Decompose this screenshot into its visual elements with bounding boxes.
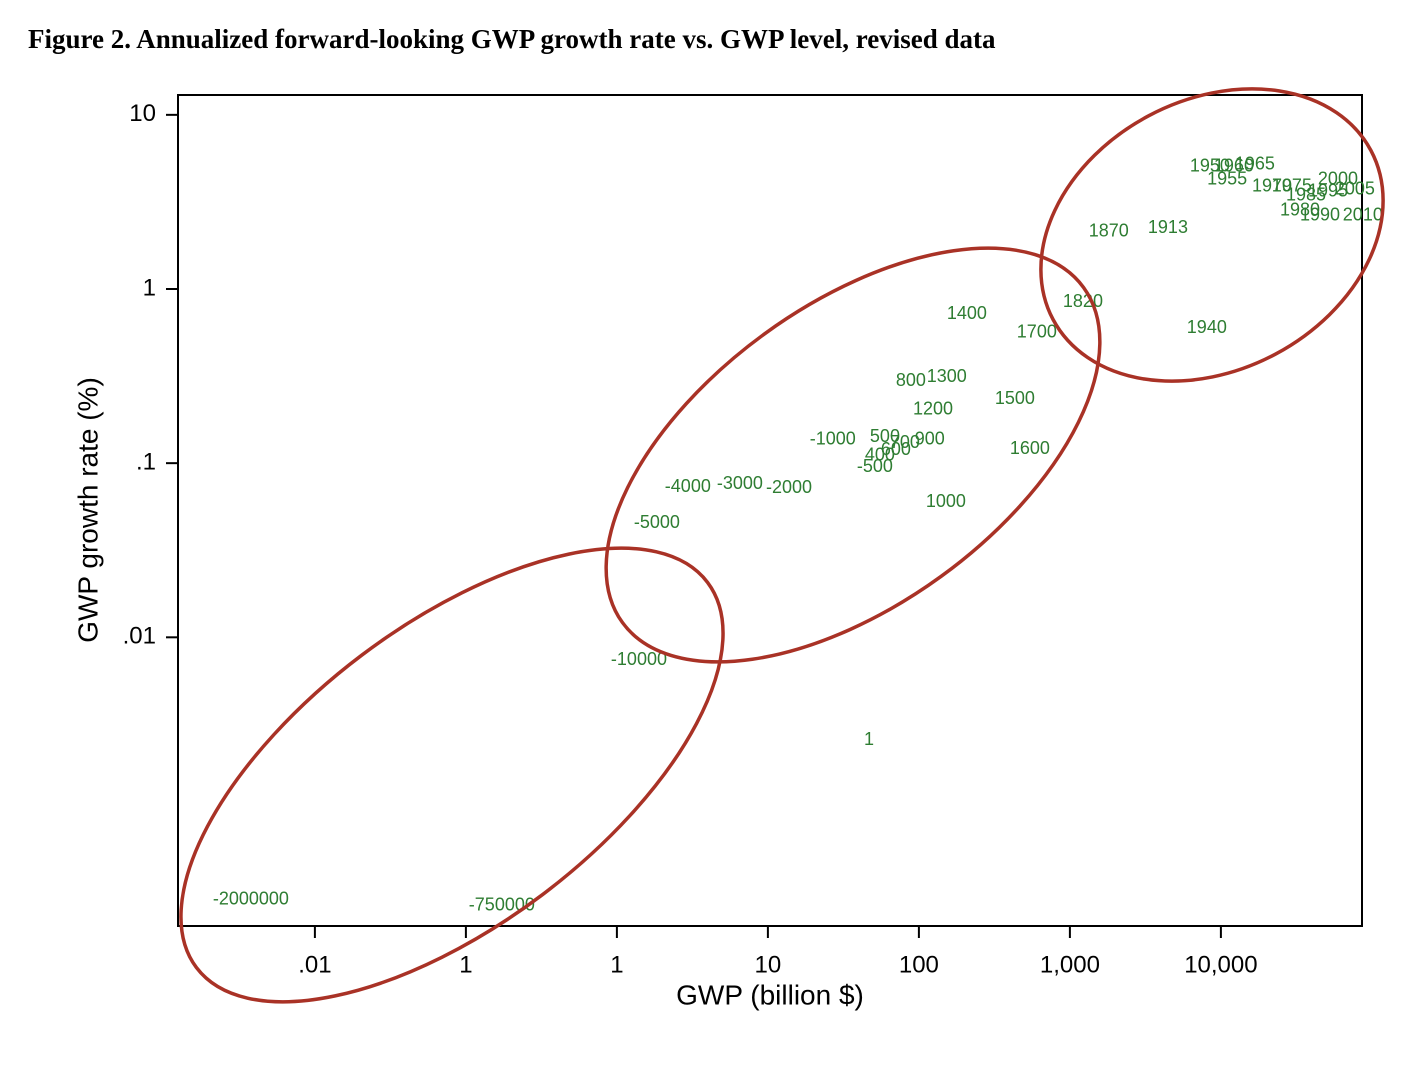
point-label: 1970 (1252, 176, 1292, 196)
annotation-ellipses (179, 87, 1385, 1004)
annotation-ellipse (1039, 87, 1385, 383)
point-label: 1960 (1214, 156, 1254, 176)
x-tick-label: 1,000 (1040, 951, 1100, 978)
x-axis-label: GWP (billion $) (676, 979, 864, 1010)
point-label: 2005 (1335, 179, 1375, 199)
point-label: 1870 (1089, 221, 1129, 241)
point-label: 500 (870, 426, 900, 446)
annotation-ellipse (179, 546, 725, 1004)
point-label: 1200 (913, 399, 953, 419)
x-tick-label: 10 (755, 951, 782, 978)
point-label: 900 (915, 429, 945, 449)
point-label: -2000000 (213, 888, 289, 908)
point-label: 1975 (1272, 176, 1312, 196)
point-label: 1500 (995, 388, 1035, 408)
point-label: -500 (857, 456, 893, 476)
y-tick-label: 1 (143, 274, 156, 301)
plot-frame (177, 94, 1363, 927)
point-label: 1820 (1063, 291, 1103, 311)
point-label: 800 (896, 370, 926, 390)
point-label: 1990 (1300, 205, 1340, 225)
y-tick-label: .01 (123, 623, 156, 650)
point-label: 1955 (1207, 169, 1247, 189)
point-label: 1980 (1280, 200, 1320, 220)
point-label: -1000 (810, 429, 856, 449)
point-label: 2000 (1318, 169, 1358, 189)
x-tick-label: .01 (298, 951, 331, 978)
point-label: 1913 (1148, 217, 1188, 237)
point-label: -2000 (766, 477, 812, 497)
point-label: -4000 (665, 476, 711, 496)
point-label: 1700 (1017, 322, 1057, 342)
point-label: -5000 (634, 512, 680, 532)
point-label: 1940 (1187, 317, 1227, 337)
point-label: 1950 (1190, 156, 1230, 176)
point-label: -10000 (611, 649, 667, 669)
annotation-ellipse (604, 246, 1102, 664)
point-label: -750000 (469, 894, 535, 914)
point-label: 1000 (926, 491, 966, 511)
point-label: -3000 (717, 473, 763, 493)
x-tick-label: 10,000 (1184, 951, 1257, 978)
point-label: 1300 (927, 366, 967, 386)
y-tick-label: .1 (136, 449, 156, 476)
point-label: 600 (881, 439, 911, 459)
point-label: 700 (890, 432, 920, 452)
y-axis-label: GWP growth rate (%) (72, 377, 103, 643)
point-label: 2010 (1343, 205, 1383, 225)
point-label: 1600 (1010, 438, 1050, 458)
point-label: 400 (865, 445, 895, 465)
x-tick-label: 1 (459, 951, 472, 978)
x-tick-label: 1 (610, 951, 623, 978)
point-label: 1965 (1235, 154, 1275, 174)
point-label: 1995 (1308, 181, 1348, 201)
x-tick-label: 100 (899, 951, 939, 978)
chart-title: Figure 2. Annualized forward-looking GWP… (28, 24, 996, 54)
y-tick-label: 10 (129, 100, 156, 127)
point-label: 1985 (1286, 185, 1326, 205)
point-label: 1400 (947, 303, 987, 323)
point-label: 1 (864, 729, 874, 749)
